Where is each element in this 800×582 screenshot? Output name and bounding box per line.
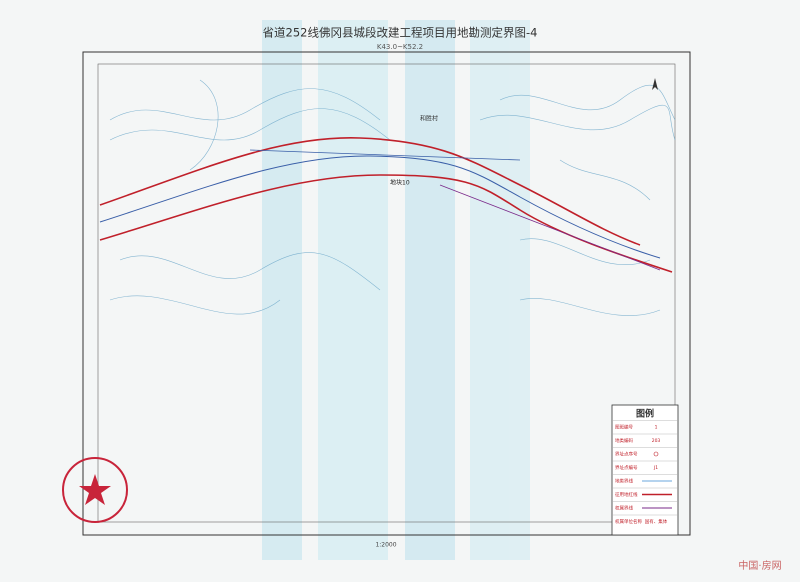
legend-label: 地类界线 [615, 478, 633, 485]
legend-title: 图例 [636, 408, 654, 420]
contours [109, 79, 676, 316]
legend-label: 权属单位名称 [615, 518, 642, 525]
road-lines [99, 137, 673, 273]
legend-label: 权属界线 [615, 505, 633, 512]
scale: 1:2000 [375, 542, 396, 549]
legend-symbol: 国有、集体 [645, 518, 668, 525]
legend-label: 地类编码 [615, 437, 633, 444]
stamp [62, 457, 128, 523]
parcel-label: 地块10 [390, 179, 410, 187]
subtitle: K43.0~K52.2 [377, 43, 423, 51]
legend-label: 征用地红线 [615, 491, 638, 498]
legend-label: 界址点序号 [615, 451, 638, 458]
legend-box [611, 404, 679, 536]
legend-symbol: 1 [655, 425, 658, 431]
title: 省道252线佛冈县城段改建工程项目用地勘测定界图-4 [263, 26, 538, 40]
legend-label: 图斑编号 [615, 424, 633, 431]
scan-bands [262, 20, 530, 560]
inner-frame [97, 63, 676, 523]
watermark: 中国·房网 [738, 559, 781, 572]
legend-symbol: J1 [653, 465, 658, 471]
legend-symbol: 203 [652, 438, 661, 444]
map-frame [82, 51, 691, 536]
north-arrow [652, 78, 658, 90]
village-label: 和胜村 [420, 115, 438, 123]
legend-circle [653, 451, 659, 457]
legend-label: 界址点编号 [615, 464, 638, 471]
